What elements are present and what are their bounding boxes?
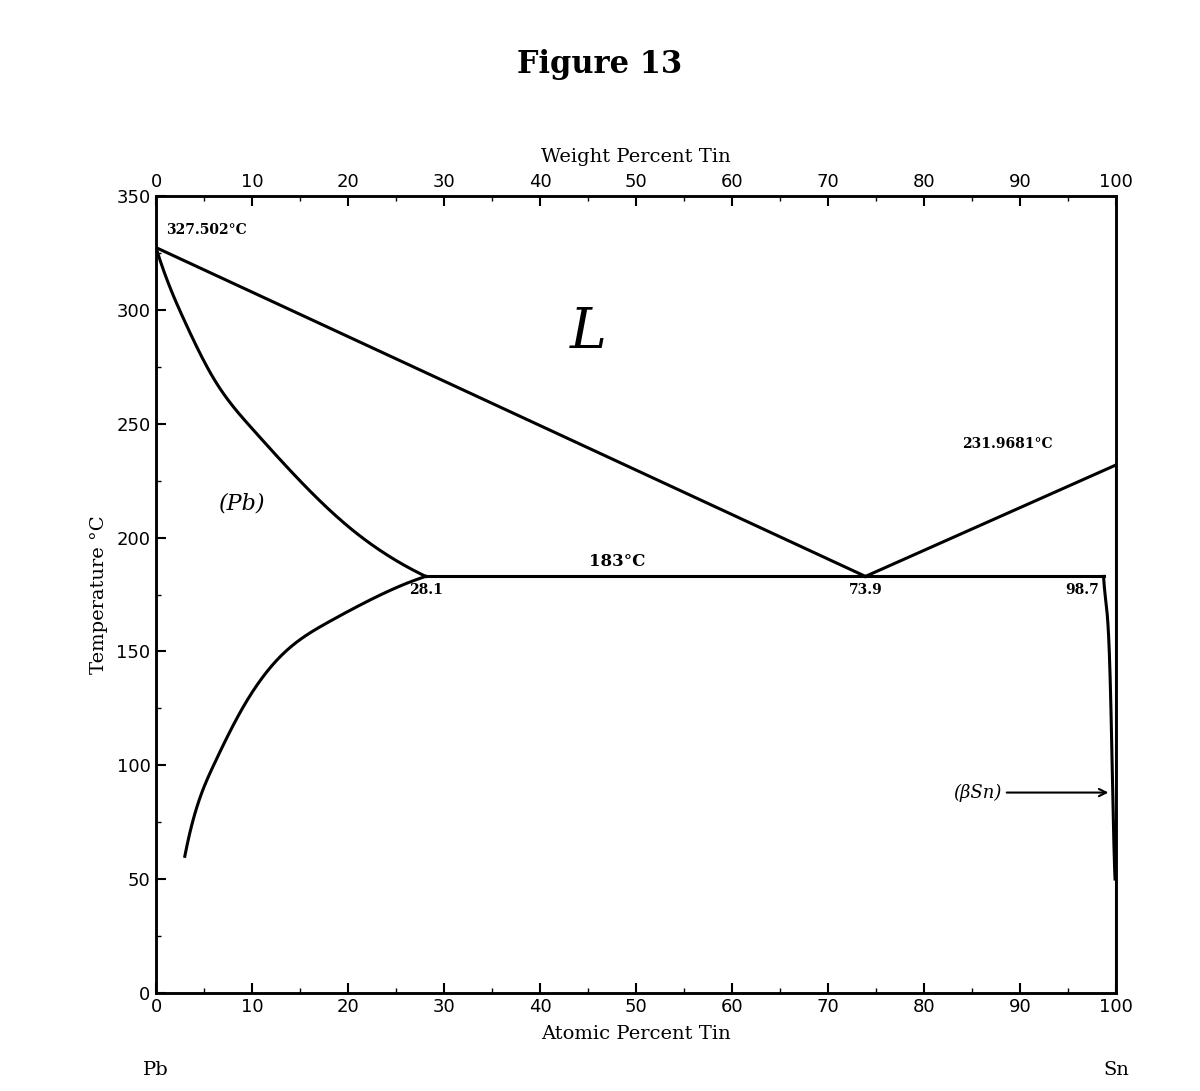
Text: L: L: [570, 305, 606, 360]
Text: (βSn): (βSn): [953, 783, 1106, 802]
Text: Sn: Sn: [1103, 1062, 1129, 1079]
Text: 231.9681°C: 231.9681°C: [962, 437, 1054, 452]
Y-axis label: Temperature °C: Temperature °C: [90, 515, 108, 674]
Text: 327.502°C: 327.502°C: [166, 224, 246, 238]
Text: 73.9: 73.9: [848, 584, 882, 597]
Text: 98.7: 98.7: [1064, 584, 1099, 597]
Text: Pb: Pb: [143, 1062, 169, 1079]
X-axis label: Atomic Percent Tin: Atomic Percent Tin: [541, 1024, 731, 1043]
X-axis label: Weight Percent Tin: Weight Percent Tin: [541, 147, 731, 166]
Text: Figure 13: Figure 13: [517, 49, 683, 80]
Text: 183°C: 183°C: [589, 552, 644, 570]
Text: (Pb): (Pb): [220, 492, 265, 515]
Text: 28.1: 28.1: [409, 584, 443, 597]
